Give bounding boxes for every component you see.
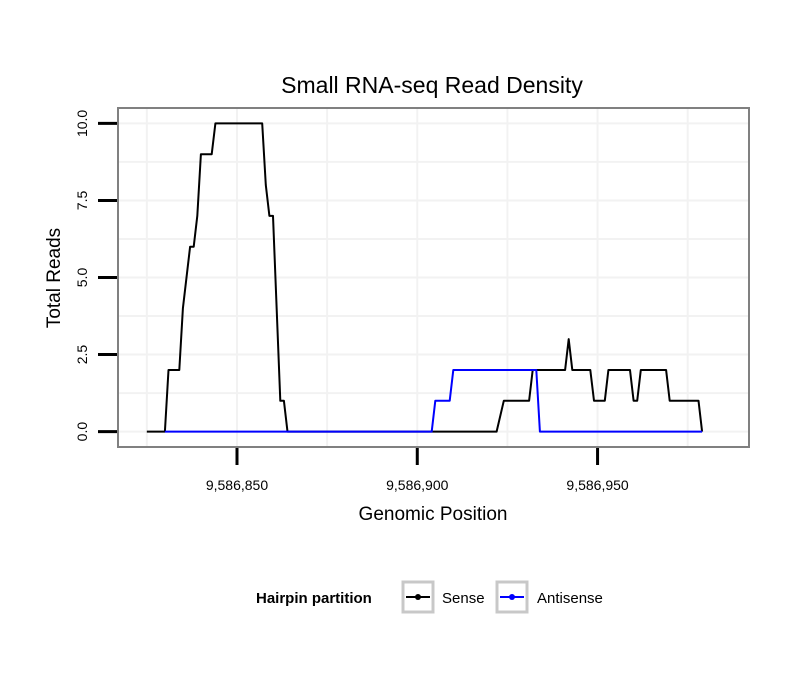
- chart-title: Small RNA-seq Read Density: [281, 72, 583, 98]
- x-axis-label: Genomic Position: [359, 504, 508, 525]
- legend-title: Hairpin partition: [256, 590, 372, 607]
- legend-marker-sense: [415, 594, 421, 600]
- series-line-antisense: [164, 369, 703, 433]
- legend-label-antisense: Antisense: [537, 590, 603, 607]
- legend: Hairpin partition Sense Antisense: [256, 580, 603, 614]
- y-tick-label: 0.0: [74, 422, 90, 442]
- y-tick-label: 10.0: [74, 110, 90, 137]
- legend-item-antisense: Antisense: [495, 580, 603, 614]
- legend-item-sense: Sense: [401, 580, 485, 614]
- x-tick-label: 9,586,950: [566, 477, 628, 493]
- x-tick-label: 9,586,900: [386, 477, 448, 493]
- series-line-sense: [146, 122, 704, 433]
- y-axis: 0.0 2.5 5.0 7.5 10.0: [74, 110, 117, 442]
- y-tick-label: 7.5: [74, 191, 90, 211]
- legend-marker-antisense: [509, 594, 515, 600]
- x-tick-label: 9,586,850: [206, 477, 268, 493]
- y-tick-label: 2.5: [74, 345, 90, 365]
- y-tick-label: 5.0: [74, 268, 90, 288]
- y-axis-label: Total Reads: [44, 228, 65, 328]
- legend-label-sense: Sense: [442, 590, 485, 607]
- x-axis: 9,586,850 9,586,900 9,586,950: [206, 448, 629, 493]
- series-layer: [146, 122, 704, 433]
- grid-lines: [119, 109, 748, 446]
